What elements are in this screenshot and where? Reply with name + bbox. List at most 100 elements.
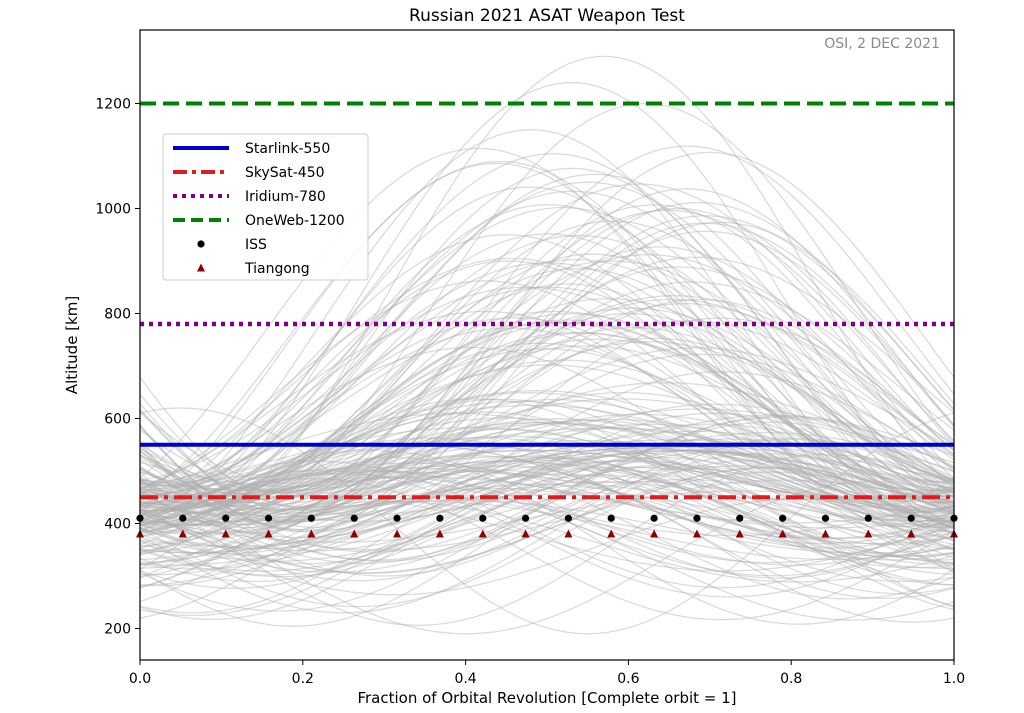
debris-curve (140, 203, 954, 522)
debris-curve (140, 398, 954, 557)
debris-curve (140, 414, 954, 516)
debris-curve (140, 438, 954, 577)
debris-curve (140, 153, 954, 497)
debris-curve (140, 462, 954, 540)
debris-curve (140, 455, 954, 565)
debris-curve (140, 490, 954, 544)
marker-iss (564, 514, 573, 522)
debris-curve (140, 181, 954, 498)
debris-curve (140, 474, 954, 617)
marker-iss (821, 514, 830, 522)
debris-curve (140, 145, 954, 494)
debris-curve (140, 253, 954, 495)
marker-iss (693, 514, 701, 522)
debris-curve (140, 234, 954, 499)
debris-curve (140, 391, 954, 523)
debris-curve (140, 364, 954, 504)
debris-curve (140, 262, 954, 498)
debris-curve (140, 432, 954, 522)
debris-curve (140, 449, 954, 522)
debris-curve (140, 295, 954, 490)
debris-curve (140, 449, 954, 579)
y-tick-label: 1200 (95, 97, 131, 113)
debris-curve (140, 445, 954, 549)
debris-curve (140, 483, 954, 569)
debris-curve (140, 479, 954, 562)
debris-curve (140, 427, 954, 487)
debris-curve (140, 398, 954, 538)
debris-curve (140, 427, 954, 534)
marker-tiangong (435, 529, 444, 538)
debris-curve (140, 447, 954, 507)
legend-label: Iridium-780 (245, 189, 326, 205)
marker-tiangong (735, 529, 744, 538)
debris-curve (140, 456, 954, 586)
debris-curve (140, 167, 954, 533)
debris-curve (140, 207, 954, 525)
y-axis-label: Altitude [km] (63, 296, 81, 394)
debris-curve (140, 459, 954, 555)
debris-curve (140, 439, 954, 525)
marker-iss (736, 514, 744, 522)
debris-curve (140, 129, 954, 519)
debris-curve (140, 421, 954, 529)
debris-curve (140, 479, 954, 551)
x-tick-label: 0.6 (617, 671, 639, 687)
debris-curve (140, 500, 954, 561)
legend-label: SkySat-450 (245, 165, 325, 181)
debris-curve (140, 470, 954, 545)
debris-curve (140, 201, 954, 510)
debris-curve (140, 215, 954, 514)
marker-tiangong (264, 529, 273, 538)
debris-curve (140, 280, 954, 503)
debris-curve (140, 412, 954, 500)
debris-curve (140, 450, 954, 557)
debris-curve (140, 233, 954, 533)
debris-curve (140, 468, 954, 564)
debris-curve (140, 473, 954, 576)
debris-curve (140, 188, 954, 519)
debris-curve (140, 419, 954, 527)
marker-tiangong (821, 529, 830, 538)
debris-curve (140, 342, 954, 533)
debris-curve (140, 382, 954, 495)
debris-curve (140, 460, 954, 621)
debris-curve (140, 456, 954, 625)
debris-curve (140, 427, 954, 499)
debris-curve (140, 260, 954, 504)
marker-tiangong (607, 529, 616, 538)
debris-curve (140, 442, 954, 514)
debris-curve (140, 476, 954, 529)
debris-curve (140, 495, 954, 572)
reference-lines (140, 101, 954, 500)
debris-curve (140, 348, 954, 515)
y-tick-label: 200 (104, 622, 131, 638)
marker-iss (779, 514, 787, 522)
debris-curve (140, 496, 954, 621)
debris-curve (140, 417, 954, 518)
debris-curve (140, 439, 954, 492)
debris-curve (140, 467, 954, 608)
marker-iss (264, 514, 273, 522)
marker-tiangong (307, 529, 316, 538)
debris-curve (140, 416, 954, 553)
debris-curve (140, 469, 954, 570)
debris-curve (140, 472, 954, 537)
debris-curve (140, 220, 954, 527)
debris-curve (140, 418, 954, 497)
marker-tiangong (178, 529, 187, 538)
debris-curve (140, 341, 954, 511)
debris-curve (140, 260, 954, 523)
debris-curve (140, 423, 954, 539)
debris-curve (140, 298, 954, 523)
marker-iss (350, 514, 358, 522)
debris-curve (140, 443, 954, 550)
marker-tiangong (864, 529, 873, 538)
debris-layer (140, 55, 954, 635)
debris-curve (140, 459, 954, 614)
marker-iss (222, 514, 230, 522)
debris-curve (140, 303, 954, 510)
debris-curve (140, 338, 954, 508)
